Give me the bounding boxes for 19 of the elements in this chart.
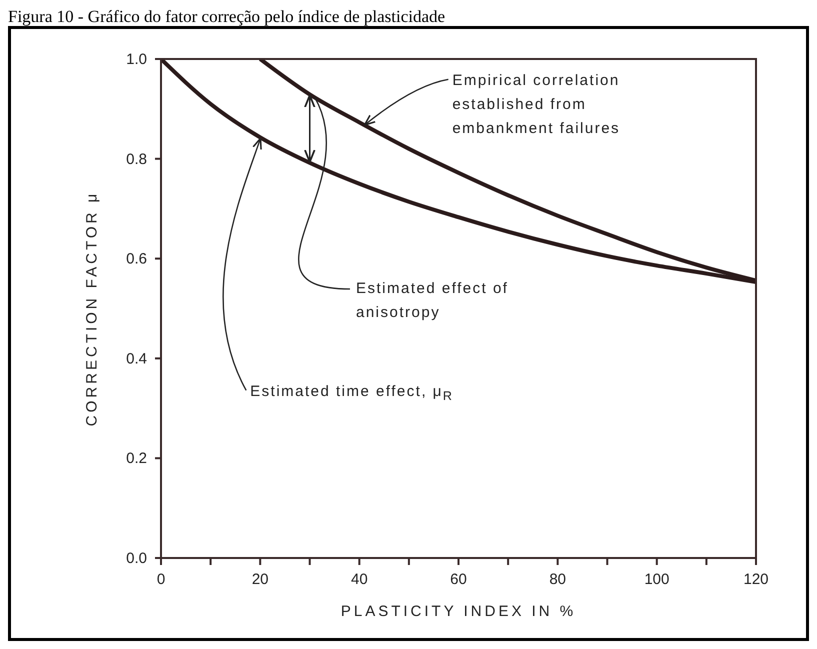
x-tick-label: 40 bbox=[350, 571, 368, 588]
x-tick-label: 80 bbox=[549, 571, 566, 588]
y-tick-label: 0.6 bbox=[126, 250, 147, 268]
y-axis-title: CORRECTION FACTOR μ bbox=[83, 190, 100, 426]
x-axis-title: PLASTICITY INDEX IN % bbox=[340, 603, 576, 620]
y-tick-label: 0.0 bbox=[126, 550, 147, 567]
y-tick-label: 0.4 bbox=[126, 350, 147, 368]
x-tick-label: 60 bbox=[450, 571, 467, 588]
x-tick-label: 100 bbox=[644, 571, 670, 588]
y-tick-label: 0.8 bbox=[126, 150, 147, 168]
annotation: Empirical correlation established from embankment failures bbox=[452, 71, 622, 140]
chart-title: Figura 10 - Gráfico do fator correção pelo índice de plasticidade bbox=[8, 7, 446, 26]
x-tick-label: 0 bbox=[156, 571, 166, 588]
y-tick-label: 0.2 bbox=[126, 450, 147, 468]
annotation: Estimated effect of anisotropy bbox=[356, 279, 510, 323]
x-tick-label: 20 bbox=[252, 571, 269, 588]
x-tick-label: 120 bbox=[743, 571, 769, 588]
y-tick-label: 1.0 bbox=[126, 51, 147, 68]
annotation: Estimated time effect, μ$_{R}$ bbox=[250, 382, 454, 406]
